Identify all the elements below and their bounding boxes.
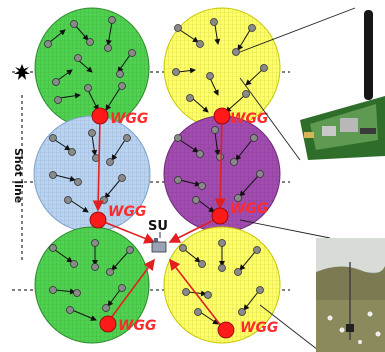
gateway-node (213, 107, 231, 125)
field-deployment-photo (316, 238, 385, 352)
gateway-label: WGG (118, 318, 156, 334)
shot-lines (12, 71, 290, 291)
gateway-label: WGG (110, 111, 148, 127)
gateway-node (217, 321, 235, 339)
gateway-label: WGG (240, 320, 278, 336)
starburst-icon (14, 64, 30, 80)
gateway-label: WGG (230, 201, 268, 217)
gateway-links (92, 117, 226, 328)
cluster-cells (33, 7, 281, 344)
gateway-node (91, 107, 109, 125)
sink-unit-label: SU (148, 219, 168, 234)
gateway-node (99, 315, 117, 333)
sensor-links (49, 21, 263, 325)
gateway-node (89, 211, 107, 229)
gateway-nodes (89, 107, 235, 339)
base-station-icon (151, 232, 167, 253)
wireless-sensor-board-photo (300, 4, 385, 160)
gateway-label: WGG (230, 111, 268, 127)
callout-lines (239, 7, 356, 351)
gateway-node (211, 207, 229, 225)
gateway-label: WGG (108, 204, 146, 220)
shot-line-label: Shot line (12, 148, 25, 203)
